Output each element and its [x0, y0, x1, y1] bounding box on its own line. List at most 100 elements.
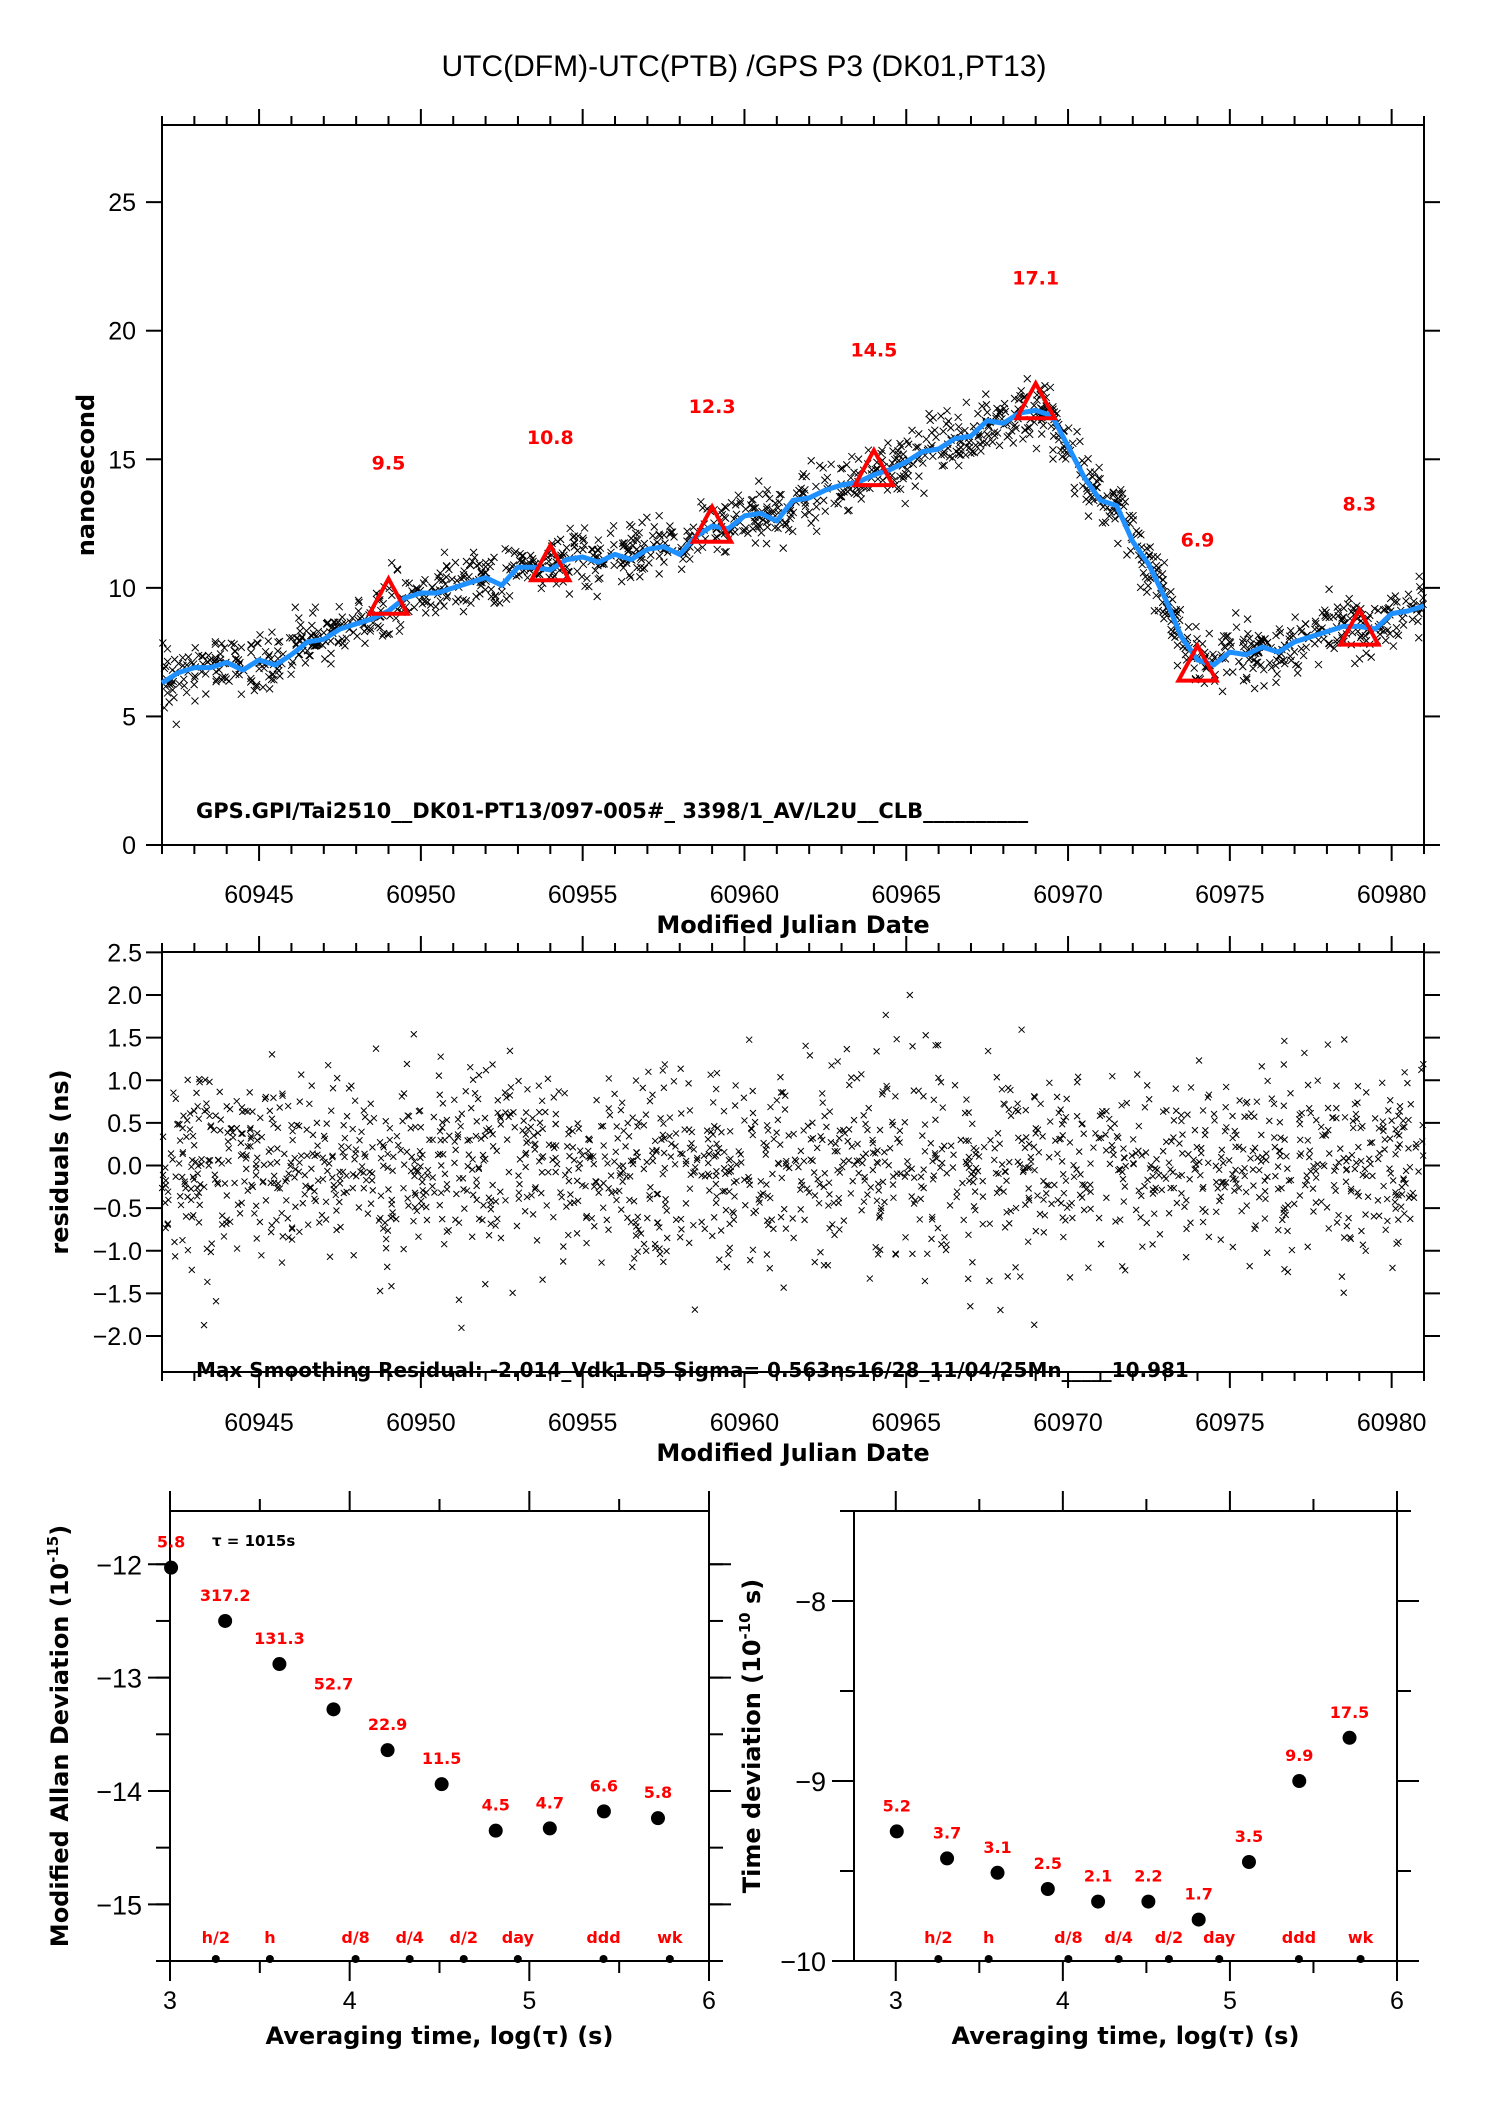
- data-point: [1386, 594, 1395, 603]
- y-tick-label: −13: [96, 1664, 142, 1694]
- data-point: [163, 689, 172, 697]
- data-point: [1310, 1162, 1317, 1170]
- data-point: [651, 1137, 659, 1145]
- data-point: [172, 720, 181, 729]
- data-point: [415, 1107, 423, 1115]
- x-tick-label: 5: [522, 1987, 536, 2015]
- data-point: [303, 1152, 311, 1160]
- data-point: [177, 1201, 185, 1209]
- data-point: [720, 548, 729, 556]
- data-point: [1097, 1240, 1105, 1248]
- data-point: [693, 1154, 701, 1162]
- data-point: [498, 587, 506, 596]
- data-point: [1342, 1730, 1357, 1745]
- data-point: [164, 1560, 179, 1575]
- data-point: [334, 638, 343, 647]
- data-point: [927, 428, 936, 437]
- data-point: [706, 1187, 713, 1194]
- data-point: [502, 1196, 509, 1204]
- data-point: [736, 499, 745, 508]
- data-point: [228, 1124, 236, 1132]
- data-point: [1222, 668, 1231, 677]
- data-point: [192, 1158, 200, 1165]
- data-point: [265, 651, 274, 659]
- data-point: [615, 1187, 623, 1195]
- data-point: [760, 1139, 767, 1147]
- data-point: [1101, 518, 1110, 527]
- data-point: [388, 1282, 395, 1290]
- data-point: [1339, 604, 1348, 613]
- data-point: [1265, 659, 1274, 667]
- data-point: [416, 1147, 424, 1155]
- data-point: [1058, 1158, 1066, 1165]
- data-point: [721, 1187, 729, 1195]
- data-point: [417, 1154, 424, 1162]
- data-point: [847, 1190, 855, 1197]
- data-point: [288, 658, 297, 666]
- data-point: [1005, 431, 1013, 440]
- data-point: [774, 524, 782, 533]
- data-point: [176, 1192, 184, 1200]
- data-point: [1277, 657, 1285, 666]
- data-point: [337, 1223, 344, 1231]
- data-point: [1014, 1100, 1021, 1108]
- data-point: [238, 1130, 245, 1137]
- data-point: [1096, 474, 1105, 483]
- data-point: [1025, 1185, 1033, 1192]
- y-tick-label: 20: [108, 318, 136, 346]
- data-point: [552, 1154, 559, 1162]
- y-tick-label: 5: [122, 703, 136, 731]
- data-point: [1236, 1097, 1244, 1104]
- data-point: [1262, 1195, 1269, 1203]
- data-point: [751, 504, 760, 512]
- data-point: [434, 1777, 449, 1792]
- data-point: [897, 442, 905, 451]
- data-point: [429, 1182, 436, 1190]
- plot-frame: [169, 1510, 710, 1962]
- data-point: [1014, 1134, 1022, 1142]
- data-point: [786, 514, 794, 523]
- data-point: [640, 539, 649, 548]
- data-point: [795, 1163, 802, 1171]
- data-point: [1322, 1132, 1330, 1139]
- data-point: [867, 1183, 875, 1191]
- data-point: [189, 1211, 197, 1219]
- data-point: [1332, 1104, 1340, 1112]
- data-point: [979, 1220, 987, 1228]
- data-point: [362, 1176, 370, 1184]
- data-point: [563, 1143, 571, 1150]
- data-point: [777, 1089, 785, 1096]
- data-point: [301, 1171, 309, 1179]
- data-point: [1227, 642, 1235, 651]
- data-point: [1159, 1108, 1167, 1116]
- data-point: [1199, 1183, 1207, 1191]
- data-point: [552, 1142, 560, 1149]
- data-point: [222, 675, 231, 683]
- data-point: [880, 1148, 888, 1156]
- data-point: [1078, 1120, 1086, 1128]
- data-point: [875, 1214, 883, 1221]
- data-point: [1345, 594, 1354, 603]
- data-point: [725, 1168, 733, 1176]
- data-point: [1347, 1187, 1355, 1195]
- data-point: [1153, 1166, 1161, 1174]
- data-point: [766, 1194, 774, 1202]
- data-point: [698, 1172, 705, 1179]
- data-point: [247, 648, 255, 657]
- data-point: [626, 1196, 633, 1204]
- data-point: [375, 1217, 383, 1224]
- data-point: [825, 1202, 832, 1209]
- data-point: [438, 576, 447, 584]
- data-point: [1257, 660, 1265, 669]
- data-point: [825, 1179, 833, 1187]
- data-point: [1346, 1234, 1354, 1241]
- data-point: [1073, 1166, 1080, 1173]
- data-point: [179, 1148, 187, 1156]
- reference-mark-label: day: [1203, 1928, 1236, 1947]
- data-point: [1354, 1082, 1362, 1090]
- data-point: [1190, 1156, 1198, 1164]
- data-point: [308, 632, 316, 640]
- data-point: [606, 529, 615, 538]
- data-point: [393, 1132, 401, 1140]
- data-point: [194, 1170, 202, 1177]
